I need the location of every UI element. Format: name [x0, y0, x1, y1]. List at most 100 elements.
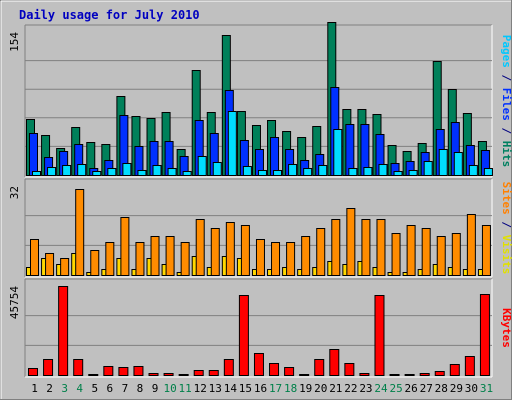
x-tick-label: 29 [450, 382, 463, 395]
bar-sites-day-23 [361, 219, 371, 276]
bar-sites-day-7 [120, 217, 130, 276]
x-tick-label: 15 [239, 382, 252, 395]
x-tick-label: 25 [389, 382, 402, 395]
bar-pages-day-9 [152, 165, 162, 176]
bar-pages-day-21 [333, 129, 343, 176]
bar-files-day-17 [270, 137, 280, 176]
bar-pages-day-2 [47, 167, 57, 176]
bar-pages-day-25 [393, 171, 403, 176]
bar-kbytes-day-21 [329, 349, 340, 376]
panel-middle: 32 Sites / Visits [8, 178, 512, 278]
bar-pages-day-28 [438, 149, 448, 176]
x-tick-label: 13 [209, 382, 222, 395]
x-tick-label: 10 [163, 382, 176, 395]
bar-pages-day-3 [62, 165, 72, 176]
x-tick-label: 28 [435, 382, 448, 395]
bar-pages-day-17 [273, 170, 283, 176]
bar-sites-day-22 [346, 208, 356, 276]
bar-kbytes-day-1 [28, 368, 38, 376]
bar-pages-day-7 [122, 163, 132, 176]
bar-pages-day-29 [453, 152, 463, 176]
x-tick-label: 18 [284, 382, 297, 395]
bar-kbytes-day-14 [223, 359, 234, 376]
bar-sites-day-10 [165, 236, 175, 276]
bar-pages-day-19 [303, 168, 313, 176]
bar-kbytes-day-6 [103, 366, 114, 376]
bar-pages-day-10 [167, 168, 177, 176]
bar-sites-day-9 [150, 236, 160, 276]
bar-pages-day-26 [408, 170, 418, 176]
bar-sites-day-27 [421, 228, 431, 276]
chart-title: Daily usage for July 2010 [19, 8, 200, 22]
bar-sites-day-6 [105, 242, 115, 276]
bar-pages-day-27 [423, 161, 433, 176]
bar-kbytes-day-3 [58, 286, 69, 376]
legend-entry: Pages [500, 35, 512, 68]
y-max-label-bottom: 45754 [8, 286, 21, 319]
x-tick-label: 11 [179, 382, 192, 395]
bar-kbytes-day-15 [238, 295, 249, 376]
x-tick-label: 1 [31, 382, 38, 395]
bar-pages-day-16 [257, 170, 267, 176]
x-tick-label: 8 [137, 382, 144, 395]
bar-kbytes-day-23 [359, 373, 370, 376]
side-legend-bottom: KBytes [500, 308, 512, 348]
bar-pages-day-18 [288, 164, 298, 176]
legend-entry: / [500, 215, 512, 235]
x-tick-label: 20 [314, 382, 327, 395]
x-tick-label: 7 [122, 382, 129, 395]
bar-pages-day-22 [348, 168, 358, 176]
bar-sites-day-25 [391, 233, 401, 276]
x-tick-label: 22 [344, 382, 357, 395]
bar-kbytes-day-30 [464, 356, 475, 376]
bar-pages-day-14 [227, 111, 237, 176]
x-tick-label: 9 [152, 382, 159, 395]
bar-pages-day-11 [182, 171, 192, 176]
bar-pages-day-6 [107, 168, 117, 176]
bar-sites-day-13 [210, 228, 220, 276]
bar-kbytes-day-2 [43, 359, 54, 376]
bar-kbytes-day-27 [419, 373, 430, 376]
bar-pages-day-23 [363, 167, 373, 176]
bar-kbytes-day-29 [449, 364, 460, 376]
bar-sites-day-4 [75, 189, 85, 276]
x-tick-label: 21 [329, 382, 342, 395]
x-tick-label: 16 [254, 382, 267, 395]
bar-sites-day-29 [451, 233, 461, 276]
side-legend-middle: Sites / Visits [500, 182, 512, 275]
bar-sites-day-12 [195, 219, 205, 276]
bar-kbytes-day-7 [118, 367, 129, 376]
bar-pages-day-1 [32, 171, 41, 176]
bar-pages-day-12 [197, 156, 207, 176]
bar-pages-day-8 [137, 170, 147, 176]
bar-kbytes-day-22 [344, 363, 355, 376]
bar-kbytes-day-5 [88, 374, 99, 376]
bar-kbytes-day-8 [133, 366, 144, 376]
bar-sites-day-30 [466, 214, 476, 276]
x-tick-label: 14 [224, 382, 238, 395]
bar-sites-day-31 [481, 225, 491, 276]
x-tick-label: 27 [420, 382, 433, 395]
bar-files-day-1 [29, 133, 38, 176]
x-axis-labels: 1 2 3 4 5 6 7 8 9 10 11 12 13 14 15 16 17 18 19 20 21 22 23 24 2… [31, 382, 493, 395]
x-tick-label: 5 [91, 382, 98, 395]
y-max-label-top: 154 [8, 32, 21, 52]
legend-entry: / [500, 68, 512, 88]
bar-sites-day-3 [60, 258, 70, 276]
bar-pages-day-30 [468, 165, 478, 176]
bar-sites-day-26 [406, 225, 416, 276]
bar-kbytes-day-4 [73, 359, 84, 376]
bar-sites-day-16 [255, 239, 265, 276]
x-tick-label: 24 [374, 382, 388, 395]
bar-kbytes-day-24 [374, 295, 385, 376]
bar-sites-day-15 [240, 225, 250, 276]
bar-kbytes-day-12 [193, 370, 204, 376]
x-tick-label: 4 [76, 382, 83, 395]
bar-pages-day-5 [92, 171, 102, 176]
x-tick-label: 6 [107, 382, 114, 395]
bar-files-day-22 [345, 124, 355, 176]
bar-kbytes-day-16 [253, 353, 264, 376]
x-tick-label: 19 [299, 382, 312, 395]
bar-pages-day-13 [212, 162, 222, 176]
legend-entry: Visits [500, 235, 512, 275]
